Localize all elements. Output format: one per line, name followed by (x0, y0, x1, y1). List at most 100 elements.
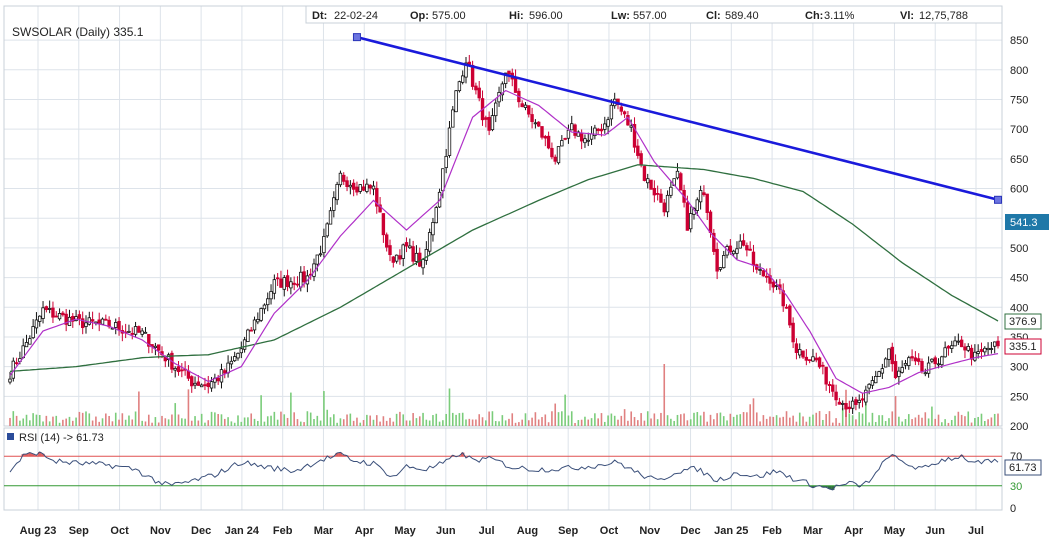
volume-bar (756, 412, 758, 426)
trendline-handle-end[interactable] (995, 196, 1002, 203)
candle-body (227, 363, 230, 373)
volume-bar (419, 416, 421, 426)
candle-body (128, 331, 131, 332)
volume-bar (634, 417, 636, 426)
volume-bar (885, 421, 887, 426)
volume-bar (313, 419, 315, 426)
y-tick-label: 650 (1010, 154, 1028, 166)
candle-body (527, 106, 530, 115)
rsi-legend-swatch (7, 433, 14, 440)
volume-bar (697, 412, 699, 426)
candle-body (709, 212, 712, 233)
candle-body (623, 112, 626, 114)
volume-bar (260, 395, 262, 426)
candle-body (950, 346, 953, 349)
candle-body (607, 120, 610, 127)
trendline-handle-start[interactable] (353, 34, 360, 41)
volume-bar (406, 420, 408, 426)
volume-bar (806, 422, 808, 426)
candle-body (828, 384, 831, 385)
volume-bar (948, 423, 950, 426)
candle-body (442, 169, 445, 191)
volume-bar (630, 411, 632, 426)
candle-body (944, 348, 947, 357)
candle-body (666, 195, 669, 211)
candle-body (534, 123, 537, 124)
candle-body (88, 318, 91, 325)
volume-bar (92, 421, 94, 426)
candle-body (851, 401, 854, 408)
candle-body (941, 357, 944, 365)
volume-bar (802, 416, 804, 426)
volume-bar (462, 413, 464, 426)
volume-bar (290, 393, 292, 426)
candle-body (247, 330, 250, 342)
candle-body (808, 360, 811, 361)
candle-body (405, 243, 408, 247)
candle-body (339, 173, 342, 185)
candle-body (990, 349, 993, 350)
volume-bar (812, 415, 814, 426)
candle-body (841, 403, 844, 404)
candle-body (927, 363, 930, 373)
candle-body (957, 341, 960, 342)
volume-bar (974, 418, 976, 426)
volume-bar (766, 419, 768, 426)
volume-bar (379, 422, 381, 426)
candle-body (204, 385, 207, 386)
close-value-badge-text: 335.1 (1009, 341, 1037, 353)
candle-body (812, 357, 815, 361)
volume-bar (257, 421, 259, 426)
volume-bar (214, 412, 216, 426)
volume-bar (29, 420, 31, 426)
volume-bar (174, 403, 176, 426)
volume-bar (46, 416, 48, 426)
candle-body (561, 141, 564, 146)
candle-body (362, 187, 365, 190)
rsi-value-badge-text: 61.73 (1009, 462, 1037, 474)
candle-body (356, 187, 359, 192)
candle-body (894, 361, 897, 377)
candle-body (554, 157, 557, 161)
volume-bar (452, 413, 454, 426)
candle-body (653, 188, 656, 195)
volume-bar (815, 413, 817, 426)
dt-label: Dt: (312, 10, 327, 22)
candle-body (286, 276, 289, 287)
candle-body (537, 122, 540, 126)
volume-bar (584, 417, 586, 426)
candle-body (967, 346, 970, 350)
candle-body (752, 252, 755, 265)
candle-body (369, 185, 372, 188)
volume-bar (915, 417, 917, 426)
volume-bar (402, 414, 404, 426)
ch-value: 3.11% (824, 10, 855, 22)
volume-bar (16, 416, 18, 426)
volume-bar (852, 415, 854, 426)
volume-bar (611, 414, 613, 426)
volume-bar (799, 413, 801, 426)
hi-label: Hi: (509, 10, 524, 22)
volume-bar (52, 417, 54, 426)
volume-bar (997, 414, 999, 426)
volume-bar (561, 411, 563, 426)
candle-body (422, 260, 425, 268)
volume-bar (895, 396, 897, 426)
x-tick-label: Jul (968, 525, 984, 537)
candle-body (802, 351, 805, 357)
volume-bar (267, 416, 269, 426)
volume-bar (753, 398, 755, 426)
candle-body (620, 107, 623, 111)
volume-bar (829, 411, 831, 426)
volume-bar (733, 417, 735, 426)
volume-bar (227, 417, 229, 426)
volume-bar (138, 391, 140, 426)
candle-body (458, 82, 461, 91)
candle-body (471, 65, 474, 86)
volume-bar (723, 416, 725, 426)
candle-body (931, 359, 934, 361)
candle-body (845, 403, 848, 409)
volume-bar (303, 422, 305, 426)
volume-bar (545, 414, 547, 426)
